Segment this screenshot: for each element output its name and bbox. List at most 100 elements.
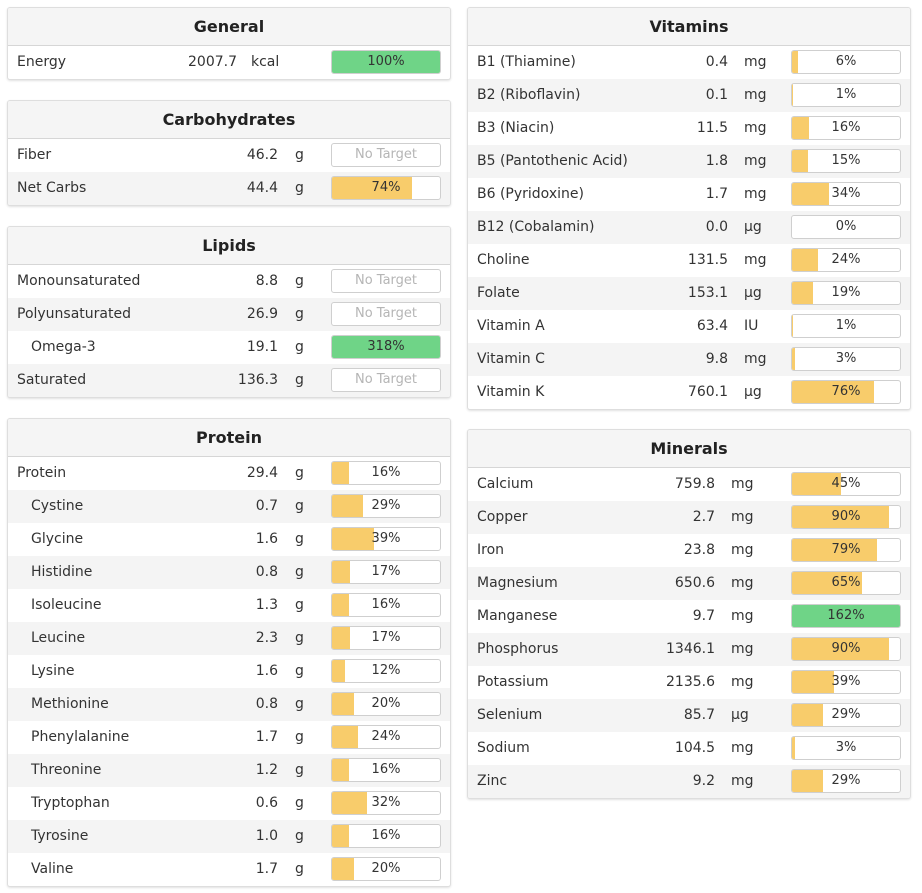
nutrient-row: Choline 131.5 mg 24% <box>468 244 910 277</box>
percent-label: 74% <box>371 180 401 195</box>
progress-bar: 1% <box>791 83 901 107</box>
nutrient-amount: 19.1 <box>246 339 278 355</box>
percent-label: 17% <box>371 630 401 645</box>
nutrient-unit: kcal <box>251 54 280 70</box>
nutrient-row: Monounsaturated 8.8 g No Target <box>8 265 450 298</box>
progress-bar: 24% <box>791 248 901 272</box>
progress-fill <box>332 693 354 715</box>
percent-label: 90% <box>831 641 861 656</box>
nutrient-unit: mg <box>731 674 754 690</box>
nutrient-amount: 759.8 <box>674 476 715 492</box>
percent-label: 318% <box>367 339 405 354</box>
percent-label: 24% <box>831 252 861 267</box>
percent-label: 162% <box>827 608 865 623</box>
nutrient-name: Sodium <box>477 740 530 756</box>
progress-fill <box>332 528 375 550</box>
progress-bar: 6% <box>791 50 901 74</box>
progress-fill <box>792 150 809 172</box>
nutrient-row: Phosphorus 1346.1 mg 90% <box>468 633 910 666</box>
nutrient-amount: 1.3 <box>255 597 278 613</box>
nutrient-unit: g <box>295 339 304 355</box>
nutrient-rows: Calcium 759.8 mg 45% Copper 2.7 mg 90% Iron 23.8 m… <box>468 468 910 798</box>
nutrient-amount: 44.4 <box>246 180 278 196</box>
nutrient-name: Iron <box>477 542 505 558</box>
nutrient-name: Valine <box>31 861 74 877</box>
nutrient-row: Methionine 0.8 g 20% <box>8 688 450 721</box>
vitamins-panel: Vitamins B1 (Thiamine) 0.4 mg 6% B2 (Ribofla… <box>467 7 911 410</box>
nutrient-amount: 0.8 <box>255 564 278 580</box>
progress-fill <box>792 770 824 792</box>
nutrient-amount: 136.3 <box>237 372 278 388</box>
percent-label: 29% <box>831 773 861 788</box>
panel-title: Protein <box>8 419 450 457</box>
progress-fill <box>332 177 412 199</box>
nutrient-name: Tyrosine <box>31 828 89 844</box>
percent-label: 100% <box>367 54 405 69</box>
progress-bar: 29% <box>331 494 441 518</box>
nutrient-name: Cystine <box>31 498 84 514</box>
nutrient-name: Energy <box>17 54 67 70</box>
panel-title: Minerals <box>468 430 910 468</box>
nutrient-rows: Protein 29.4 g 16% Cystine 0.7 g 29% Glycine 1.6 g… <box>8 457 450 886</box>
progress-bar: 39% <box>791 670 901 694</box>
nutrient-name: Tryptophan <box>31 795 110 811</box>
progress-fill <box>332 495 364 517</box>
nutrient-row: Folate 153.1 µg 19% <box>468 277 910 310</box>
percent-label: No Target <box>354 306 418 321</box>
percent-label: 3% <box>835 740 857 755</box>
nutrient-amount: 29.4 <box>246 465 278 481</box>
progress-bar: 20% <box>331 857 441 881</box>
nutrient-amount: 46.2 <box>246 147 278 163</box>
progress-bar: 32% <box>331 791 441 815</box>
progress-fill <box>792 473 841 495</box>
progress-fill <box>792 539 878 561</box>
nutrient-amount: 1.2 <box>255 762 278 778</box>
progress-fill <box>332 825 350 847</box>
nutrient-amount: 104.5 <box>674 740 715 756</box>
progress-bar: 17% <box>331 560 441 584</box>
progress-fill <box>332 792 367 814</box>
nutrient-name: Potassium <box>477 674 549 690</box>
progress-fill <box>332 51 440 73</box>
nutrient-row: Selenium 85.7 µg 29% <box>468 699 910 732</box>
progress-bar: No Target <box>331 302 441 326</box>
nutrient-amount: 1.6 <box>255 531 278 547</box>
panel-title: General <box>8 8 450 46</box>
nutrient-amount: 1.6 <box>255 663 278 679</box>
nutrient-unit: mg <box>744 351 767 367</box>
progress-fill <box>332 627 351 649</box>
nutrient-unit: g <box>295 696 304 712</box>
nutrient-row: Leucine 2.3 g 17% <box>8 622 450 655</box>
nutrient-name: Phosphorus <box>477 641 559 657</box>
nutrient-amount: 0.1 <box>705 87 728 103</box>
nutrient-name: B1 (Thiamine) <box>477 54 576 70</box>
nutrient-amount: 26.9 <box>246 306 278 322</box>
progress-bar: 0% <box>791 215 901 239</box>
progress-bar: 16% <box>791 116 901 140</box>
percent-label: 32% <box>371 795 401 810</box>
nutrient-amount: 2007.7 <box>188 54 237 70</box>
percent-label: 79% <box>831 542 861 557</box>
percent-label: 90% <box>831 509 861 524</box>
progress-fill <box>332 759 350 781</box>
nutrient-unit: g <box>295 762 304 778</box>
nutrient-unit: g <box>295 795 304 811</box>
percent-label: 29% <box>371 498 401 513</box>
progress-fill <box>792 605 900 627</box>
nutrient-unit: mg <box>744 153 767 169</box>
progress-fill <box>792 704 824 726</box>
percent-label: 17% <box>371 564 401 579</box>
nutrient-row: Phenylalanine 1.7 g 24% <box>8 721 450 754</box>
nutrient-row: Polyunsaturated 26.9 g No Target <box>8 298 450 331</box>
nutrient-row: Omega-3 19.1 g 318% <box>8 331 450 364</box>
panel-title: Vitamins <box>468 8 910 46</box>
percent-label: 76% <box>831 384 861 399</box>
nutrient-unit: mg <box>744 87 767 103</box>
percent-label: 20% <box>371 696 401 711</box>
nutrient-unit: g <box>295 498 304 514</box>
progress-fill <box>792 117 810 139</box>
nutrient-name: Selenium <box>477 707 543 723</box>
percent-label: 0% <box>835 219 857 234</box>
progress-bar: 3% <box>791 736 901 760</box>
percent-label: 1% <box>835 87 857 102</box>
